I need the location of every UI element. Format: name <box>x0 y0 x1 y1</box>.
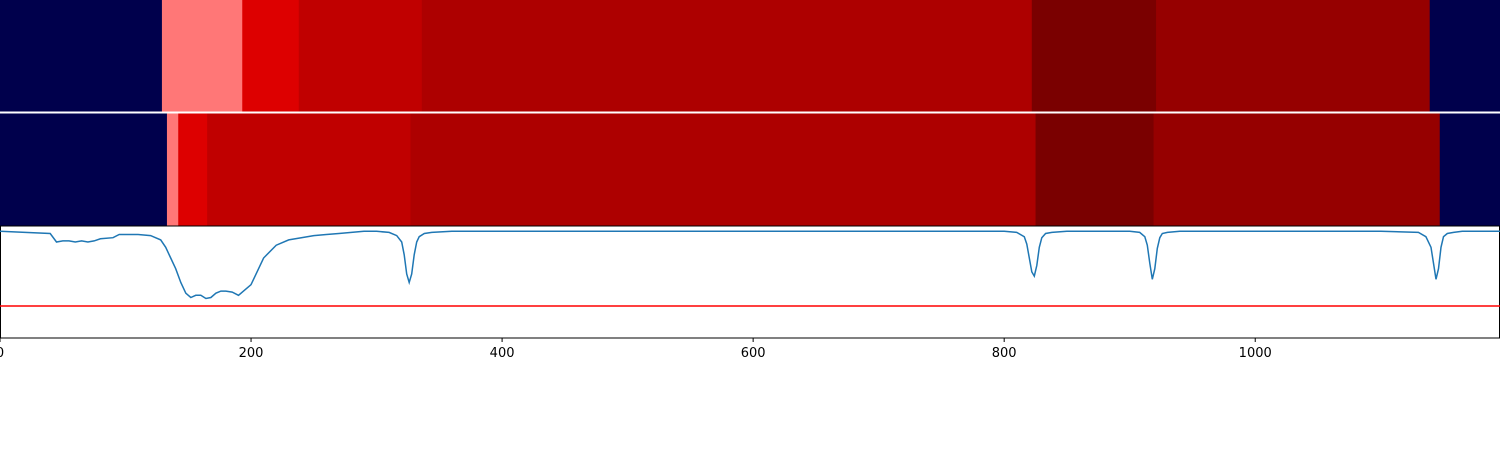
line-plot-frame <box>0 225 1500 339</box>
x-axis: 0 200 400 600 800 1000 <box>0 338 1272 361</box>
x-tick-label: 1000 <box>1239 346 1272 361</box>
x-tick-label: 800 <box>992 346 1017 361</box>
series-line <box>0 230 1500 300</box>
x-tick-label: 200 <box>239 346 264 361</box>
heatmap-segment <box>298 0 423 112</box>
heatmap-top <box>0 0 1500 112</box>
heatmap-segment <box>410 113 1037 226</box>
heatmap-segment <box>207 113 412 226</box>
panel-divider <box>0 111 1500 114</box>
heatmap-segment <box>0 0 163 112</box>
heatmap-segment <box>166 113 179 226</box>
heatmap-bottom <box>0 113 1500 226</box>
heatmap-segment <box>1031 0 1157 112</box>
heatmap-segment <box>1156 0 1431 112</box>
heatmap-segment <box>1153 113 1441 226</box>
line-plot-panel <box>0 225 1500 339</box>
heatmap-segment <box>0 113 168 226</box>
x-tick-label: 600 <box>741 346 766 361</box>
x-tick-label: 400 <box>490 346 515 361</box>
heatmap-segment <box>178 113 208 226</box>
heatmap-segment <box>1439 113 1500 226</box>
heatmap-segment <box>1035 113 1155 226</box>
heatmap-segment <box>1429 0 1500 112</box>
heatmap-segment <box>242 0 300 112</box>
x-tick-label: 0 <box>0 346 4 361</box>
heatmap-segment <box>421 0 1033 112</box>
heatmap-segment <box>161 0 243 112</box>
